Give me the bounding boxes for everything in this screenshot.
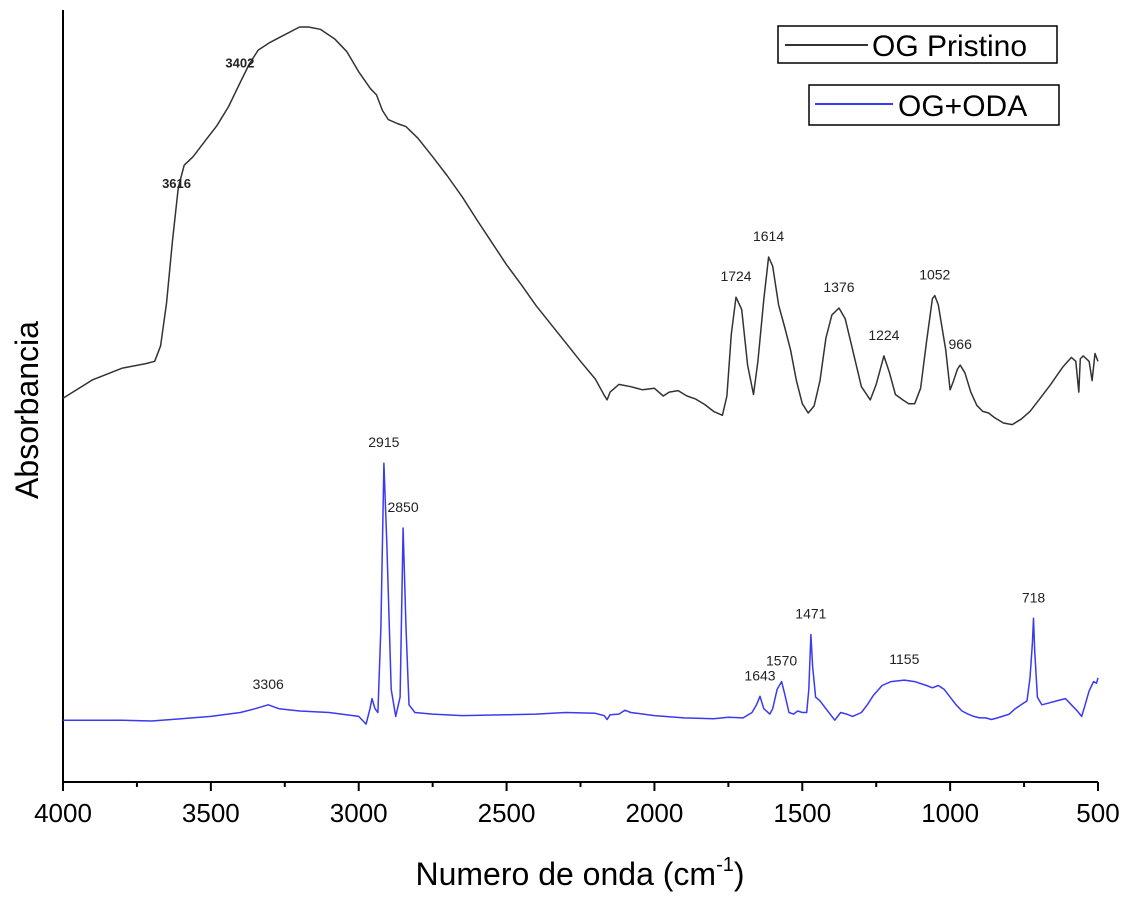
peak-label-1224: 1224 <box>868 327 899 343</box>
x-axis-title-sup: -1 <box>716 854 734 876</box>
legend-label-og-pristino: OG Pristino <box>872 30 1027 63</box>
peak-label-3402: 3402 <box>225 55 254 70</box>
legend-box-og-pristino <box>777 25 1058 64</box>
x-tick-label: 500 <box>1076 798 1119 828</box>
x-tick-label: 1000 <box>921 798 979 828</box>
series-line-og-pristino <box>62 26 1099 426</box>
peak-label-1724: 1724 <box>720 268 751 284</box>
x-ticks: 4000 3500 3000 2500 2000 1500 1000 500 <box>34 782 1120 828</box>
series-line-og-oda <box>63 462 1099 725</box>
peak-label-966: 966 <box>949 336 973 352</box>
peak-label-3616: 3616 <box>162 176 191 191</box>
axes <box>62 10 1098 783</box>
peak-label-1471: 1471 <box>795 606 826 622</box>
peak-label-1052: 1052 <box>919 267 950 283</box>
x-tick-label: 2000 <box>626 798 684 828</box>
legend-item-og-pristino: OG Pristino <box>777 25 1058 64</box>
peak-label-3306: 3306 <box>253 676 284 692</box>
peak-label-718: 718 <box>1022 589 1046 605</box>
x-axis-title-main: Numero de onda (cm <box>415 856 716 892</box>
y-axis-title: Absorbancia <box>9 321 45 499</box>
series-group <box>62 26 1099 725</box>
x-tick-label: 3000 <box>330 798 388 828</box>
peak-label-2850: 2850 <box>387 499 418 515</box>
x-axis-title: Numero de onda (cm-1) <box>415 854 744 892</box>
legend: OG Pristino OG+ODA <box>777 25 1060 126</box>
peak-label-2915: 2915 <box>368 434 399 450</box>
x-tick-label: 1500 <box>773 798 831 828</box>
legend-label-og-oda: OG+ODA <box>898 90 1027 123</box>
x-axis-title-close: ) <box>734 856 745 892</box>
x-tick-label: 2500 <box>478 798 536 828</box>
peak-label-1614: 1614 <box>753 228 784 244</box>
peak-label-1376: 1376 <box>823 279 854 295</box>
peak-label-1155: 1155 <box>889 651 919 667</box>
peak-label-1570: 1570 <box>766 653 797 669</box>
peak-labels: 3616 3402 1724 1614 1376 1224 1052 966 3306 2915 2… <box>162 55 1045 691</box>
x-tick-label: 4000 <box>34 798 92 828</box>
peak-label-1643: 1643 <box>744 667 775 683</box>
x-tick-label: 3500 <box>182 798 240 828</box>
legend-item-og-oda: OG+ODA <box>808 84 1060 126</box>
